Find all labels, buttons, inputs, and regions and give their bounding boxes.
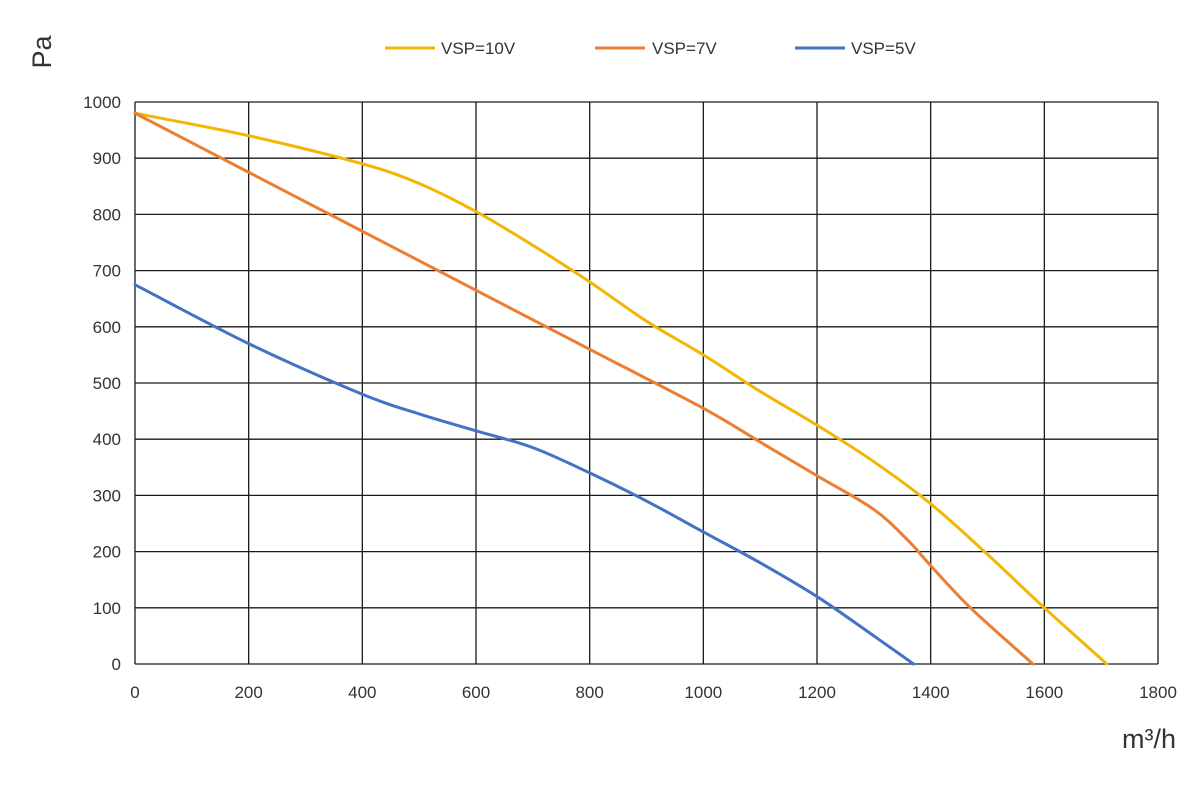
y-tick-label: 700 [93, 262, 121, 281]
y-tick-label: 200 [93, 543, 121, 562]
y-tick-label: 400 [93, 430, 121, 449]
legend-label: VSP=5V [851, 39, 916, 58]
x-tick-label: 0 [130, 683, 139, 702]
y-axis-title: Pa [27, 35, 57, 69]
legend-label: VSP=7V [652, 39, 717, 58]
x-tick-label: 400 [348, 683, 376, 702]
y-tick-label: 1000 [83, 93, 121, 112]
series-line-1 [133, 111, 1109, 666]
y-tick-label: 900 [93, 149, 121, 168]
y-tick-label: 100 [93, 599, 121, 618]
x-tick-label: 800 [575, 683, 603, 702]
y-tick-label: 0 [112, 655, 121, 674]
x-axis-title: m³/h [1122, 724, 1176, 754]
series-group [133, 111, 1109, 666]
y-tick-label: 300 [93, 486, 121, 505]
tick-labels: 0 200 400 600 800 1000 1200 1400 1600 1800 0 100 200… [83, 93, 1177, 702]
y-tick-label: 600 [93, 318, 121, 337]
x-tick-label: 600 [462, 683, 490, 702]
series-line-2 [133, 111, 1035, 666]
x-tick-label: 200 [234, 683, 262, 702]
x-tick-label: 1600 [1025, 683, 1063, 702]
legend-label: VSP=10V [441, 39, 516, 58]
x-tick-label: 1000 [684, 683, 722, 702]
grid [134, 101, 1159, 665]
x-tick-label: 1400 [912, 683, 950, 702]
legend: VSP=10V VSP=7V VSP=5V [385, 39, 916, 58]
y-tick-label: 500 [93, 374, 121, 393]
y-tick-label: 800 [93, 205, 121, 224]
x-tick-label: 1200 [798, 683, 836, 702]
series-line-3 [133, 283, 916, 666]
x-tick-label: 1800 [1139, 683, 1177, 702]
